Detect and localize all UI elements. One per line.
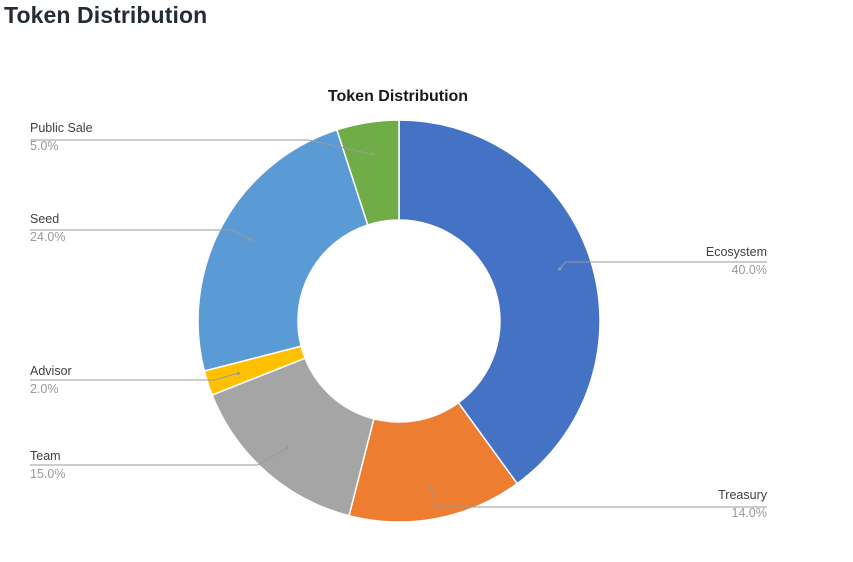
leader-dot-ecosystem [558, 267, 562, 271]
donut-slices [197, 119, 601, 523]
label-value-ecosystem: 40.0% [732, 263, 767, 277]
leader-line-public-sale [30, 139, 373, 155]
label-name-treasury: Treasury [718, 488, 768, 502]
leader-line-advisor [30, 372, 239, 381]
label-value-treasury: 14.0% [732, 506, 767, 520]
leader-line-ecosystem [559, 261, 767, 270]
slice-seed [197, 128, 369, 372]
label-value-team: 15.0% [30, 467, 65, 481]
label-name-seed: Seed [30, 212, 59, 226]
leader-line-seed [30, 229, 252, 241]
label-name-advisor: Advisor [30, 364, 72, 378]
label-name-team: Team [30, 449, 61, 463]
slice-team [211, 357, 375, 517]
page-title: Token Distribution [4, 2, 208, 28]
leader-dot-treasury [429, 485, 433, 489]
label-value-public-sale: 5.0% [30, 139, 59, 153]
slice-ecosystem [398, 119, 601, 485]
label-name-public-sale: Public Sale [30, 121, 93, 135]
leader-line-team [30, 447, 288, 466]
slice-public-sale [335, 119, 400, 226]
leader-dot-seed [249, 237, 253, 242]
leader-dot-advisor [236, 371, 240, 375]
leader-line-treasury [430, 486, 767, 508]
label-name-ecosystem: Ecosystem [706, 245, 767, 259]
leader-dot-team [285, 446, 289, 450]
label-value-advisor: 2.0% [30, 382, 59, 396]
data-labels: Ecosystem 40.0% Treasury 14.0% Team 15.0% Advi… [30, 121, 768, 520]
chart-title: Token Distribution [328, 88, 468, 105]
leader-dot-public-sale [370, 152, 375, 156]
label-value-seed: 24.0% [30, 230, 65, 244]
